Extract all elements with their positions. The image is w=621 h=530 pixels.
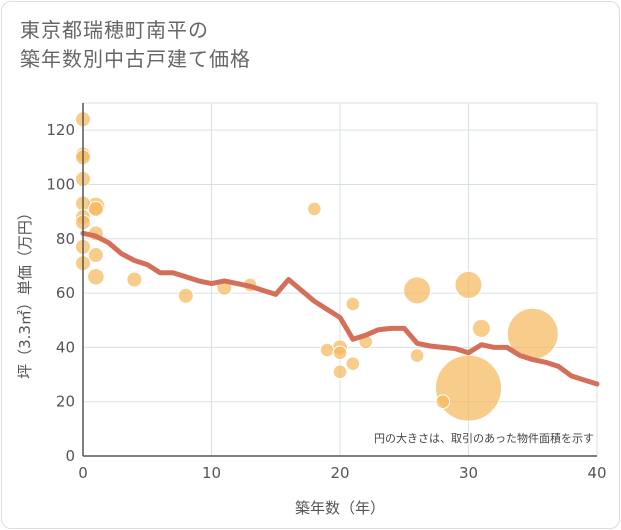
bubble-point-30 [435, 354, 502, 422]
y-tick-label-120: 120 [46, 121, 75, 139]
bubble-point-22 [332, 364, 348, 380]
y-tick-label-0: 0 [65, 447, 75, 465]
grid-lines [82, 102, 598, 457]
bubble-point-10 [87, 200, 104, 217]
y-tick-label-60: 60 [56, 284, 75, 302]
bubbles [75, 111, 559, 422]
size-legend-note: 円の大きさは、取引のあった物件面積を示す [374, 431, 594, 445]
y-tick-label-20: 20 [56, 393, 75, 411]
x-tick-label-10: 10 [202, 464, 221, 482]
bubble-point-13 [87, 267, 105, 286]
chart-title-line-1: 東京都瑞穂町南平の [20, 18, 209, 42]
x-tick-label-0: 0 [78, 464, 88, 482]
x-tick-label-40: 40 [587, 464, 606, 482]
x-axis-label: 築年数（年） [295, 499, 385, 517]
x-tick-label-20: 20 [330, 464, 349, 482]
trend-line-group [80, 230, 600, 387]
y-axis-label: 坪（3.3㎡）単価（万円） [16, 205, 34, 379]
chart-title: 東京都瑞穂町南平の 築年数別中古戸建て価格 [20, 16, 251, 74]
bubble-point-18 [307, 201, 322, 217]
bubble-point-15 [177, 287, 194, 304]
chart-title-line-2: 築年数別中古戸建て価格 [20, 47, 251, 71]
bubble-point-29 [454, 270, 483, 299]
bubble-point-19 [319, 342, 335, 358]
bubble-point-21 [332, 345, 348, 361]
bubble-point-23 [345, 296, 361, 312]
x-tick-label-30: 30 [459, 464, 478, 482]
bubble-point-14 [126, 271, 143, 288]
bubble-point-24 [345, 356, 361, 371]
y-tick-label-80: 80 [56, 230, 75, 248]
bubble-point-28 [435, 394, 451, 409]
bubble-point-31 [471, 318, 491, 338]
bubble-point-27 [409, 348, 425, 363]
bubble-point-26 [403, 276, 432, 305]
y-tick-label-40: 40 [56, 338, 75, 356]
trend-line [80, 230, 600, 387]
y-tick-label-100: 100 [46, 175, 75, 193]
axes: 0 10 20 30 40 0 20 40 60 80 100 120 [46, 103, 607, 482]
bubble-point-12 [87, 247, 104, 264]
